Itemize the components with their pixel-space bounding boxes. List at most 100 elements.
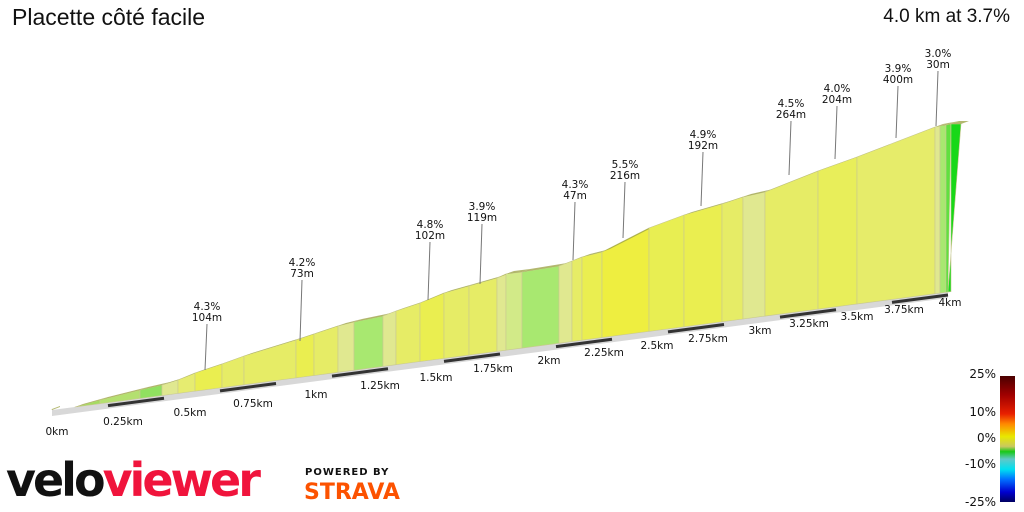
climb-summary: 4.0 km at 3.7% (883, 6, 1010, 27)
callout-line (299, 279, 303, 342)
x-tick-label: 3.5km (840, 311, 873, 323)
profile-ridge (684, 201, 730, 215)
profile-ridge (444, 283, 477, 293)
profile-column (443, 285, 470, 359)
profile-column (395, 302, 421, 366)
callout-grade: 4.0% (824, 83, 851, 95)
profile-column (496, 273, 507, 352)
callout-grade: 3.0% (925, 48, 952, 60)
callout-length: 119m (467, 212, 497, 224)
profile-column (419, 292, 445, 362)
x-tick-label: 1.25km (360, 380, 400, 392)
legend-label-neg10: -10% (964, 457, 996, 471)
profile-ridge (52, 406, 60, 410)
profile-ridge (602, 225, 657, 252)
callout-grade: 5.5% (612, 159, 639, 171)
profile-ridge (195, 361, 230, 373)
callout-line (622, 181, 626, 239)
profile-ridge (935, 123, 948, 127)
profile-column (581, 251, 603, 341)
profile-ridge (951, 121, 969, 124)
callout-grade: 3.9% (885, 63, 912, 75)
profile-column (764, 170, 819, 317)
callout-line (700, 151, 704, 207)
profile-column (177, 372, 196, 394)
powered-by-label: POWERED BY (305, 467, 390, 478)
profile-column (295, 333, 315, 379)
distance-strip (107, 396, 165, 408)
profile-column (683, 203, 723, 328)
profile-column (521, 265, 560, 349)
callout-length: 216m (610, 170, 640, 182)
profile-ridge (857, 124, 943, 157)
profile-column (648, 214, 685, 332)
distance-strip (443, 352, 501, 363)
callout-line (895, 85, 899, 139)
profile-ridge (338, 319, 362, 326)
x-tick-label: 3.75km (884, 304, 924, 316)
profile-column (601, 227, 650, 338)
profile-column (468, 277, 498, 356)
distance-strip (891, 293, 949, 304)
callout-grade: 4.3% (562, 179, 589, 191)
distance-strip (331, 367, 389, 378)
legend-label-25: 25% (969, 367, 996, 381)
callout-length: 264m (776, 109, 806, 121)
distance-strip (667, 323, 725, 334)
callout-length: 102m (415, 230, 445, 242)
profile-ridge (522, 263, 567, 272)
profile-ridge (469, 275, 505, 286)
x-tick-label: 1.5km (419, 372, 452, 384)
legend-label-10: 10% (969, 405, 996, 419)
profile-ridge (506, 269, 530, 274)
page-title: Placette côté facile (12, 4, 206, 30)
veloviewer-logo[interactable]: veloviewer (6, 452, 261, 508)
callout-line (788, 120, 792, 176)
profile-ridge (100, 387, 148, 400)
x-tick-label: 3.25km (789, 318, 829, 330)
gradient-color-legend (1000, 376, 1015, 502)
strava-logo[interactable]: STRAVA (304, 480, 400, 505)
x-tick-label: 4km (939, 297, 962, 309)
profile-column (313, 325, 339, 376)
callout-grade: 4.9% (690, 129, 717, 141)
callout-length: 204m (822, 94, 852, 106)
profile-column (571, 256, 583, 342)
profile-column (337, 321, 355, 373)
profile-column (934, 125, 941, 295)
profile-column (742, 191, 766, 320)
distance-strip (219, 382, 277, 393)
logo-velo: velo (6, 453, 106, 507)
logo-viewer: viewer (102, 453, 261, 507)
callout-length: 104m (192, 312, 222, 324)
callout-grade: 3.9% (469, 201, 496, 213)
distance-strip (779, 308, 837, 319)
profile-column (221, 355, 245, 388)
profile-column (558, 260, 573, 344)
x-tick-label: 0.75km (233, 398, 273, 410)
callout-length: 47m (563, 190, 587, 202)
callout-grade: 4.5% (778, 98, 805, 110)
x-tick-label: 2km (538, 355, 561, 367)
x-tick-label: 0.5km (173, 407, 206, 419)
profile-ridge (140, 382, 170, 390)
x-tick-label: 2.5km (640, 340, 673, 352)
legend-label-0: 0% (976, 431, 996, 445)
profile-column (939, 124, 947, 294)
callout-line (834, 105, 838, 160)
callout-line (935, 70, 939, 127)
callout-grade: 4.3% (194, 301, 221, 313)
profile-column (505, 271, 523, 351)
x-tick-label: 0km (46, 426, 69, 438)
profile-ridge (946, 121, 959, 125)
profile-ridge (743, 189, 773, 197)
distance-strip (555, 337, 613, 349)
profile-column (382, 310, 397, 367)
profile-ridge (649, 212, 692, 228)
profile-ridge (940, 122, 954, 126)
profile-ridge (582, 249, 610, 257)
callout-line (427, 241, 431, 301)
x-tick-label: 2.25km (584, 347, 624, 359)
callout-line (204, 323, 208, 371)
profile-ridge (818, 154, 865, 171)
